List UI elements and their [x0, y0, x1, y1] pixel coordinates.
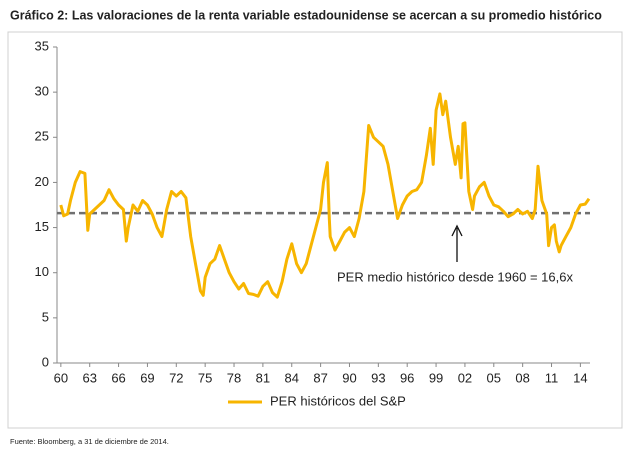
x-tick-label: 66	[111, 370, 125, 385]
x-tick-label: 05	[487, 370, 501, 385]
y-tick-label: 25	[35, 129, 49, 144]
x-tick-label: 96	[400, 370, 414, 385]
chart-frame	[7, 31, 623, 429]
x-tick-label: 93	[371, 370, 385, 385]
chart-title: Gráfico 2: Las valoraciones de la renta …	[10, 8, 602, 22]
data-line	[59, 92, 591, 299]
y-tick-label: 30	[35, 84, 49, 99]
annotation: PER medio histórico desde 1960 = 16,6x	[337, 269, 573, 284]
annotation-arrowhead	[451, 224, 463, 237]
x-tick-label: 81	[256, 370, 270, 385]
x-tick-label: 63	[82, 370, 96, 385]
y-tick-label: 0	[42, 354, 49, 369]
x-tick-label: 84	[285, 370, 299, 385]
x-tick-label: 69	[140, 370, 154, 385]
x-tick-label: 08	[515, 370, 529, 385]
x-tick-label: 02	[458, 370, 472, 385]
x-tick-label: 90	[342, 370, 356, 385]
x-tick-label: 87	[313, 370, 327, 385]
source-note: Fuente: Bloomberg, a 31 de diciembre de …	[10, 437, 169, 446]
y-tick-label: 20	[35, 174, 49, 189]
x-tick-label: 11	[545, 370, 559, 385]
y-tick-label: 10	[35, 264, 49, 279]
x-tick-label: 99	[429, 370, 443, 385]
x-tick-label: 72	[169, 370, 183, 385]
x-tick-label: 78	[227, 370, 241, 385]
y-tick-label: 5	[42, 309, 49, 324]
y-tick-label: 15	[35, 219, 49, 234]
x-tick-label: 14	[573, 370, 587, 385]
x-tick-label: 75	[198, 370, 212, 385]
legend-label: PER históricos del S&P	[270, 393, 406, 408]
x-tick-label: 60	[54, 370, 68, 385]
y-tick-label: 35	[35, 38, 49, 53]
